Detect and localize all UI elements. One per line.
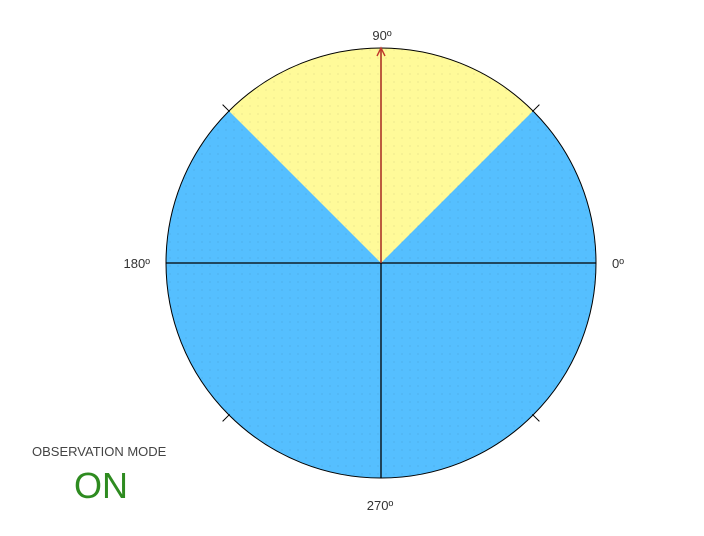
label-90-degrees: 90º [372, 28, 391, 43]
tick-mark-315 [531, 413, 540, 422]
label-180-degrees: 180º [124, 256, 151, 271]
tick-mark-135 [222, 104, 231, 113]
label-270-degrees: 270º [367, 498, 394, 513]
dial [165, 46, 597, 479]
pointer-arrow-icon [376, 46, 386, 57]
tick-mark-45 [531, 104, 540, 113]
tick-mark-225 [222, 413, 231, 422]
label-0-degrees: 0º [612, 256, 624, 271]
observation-mode-status: ON [74, 465, 128, 506]
tick-marks [222, 104, 540, 422]
observation-mode-panel: OBSERVATION MODE ON [32, 444, 166, 507]
observation-mode-label: OBSERVATION MODE [32, 444, 167, 459]
